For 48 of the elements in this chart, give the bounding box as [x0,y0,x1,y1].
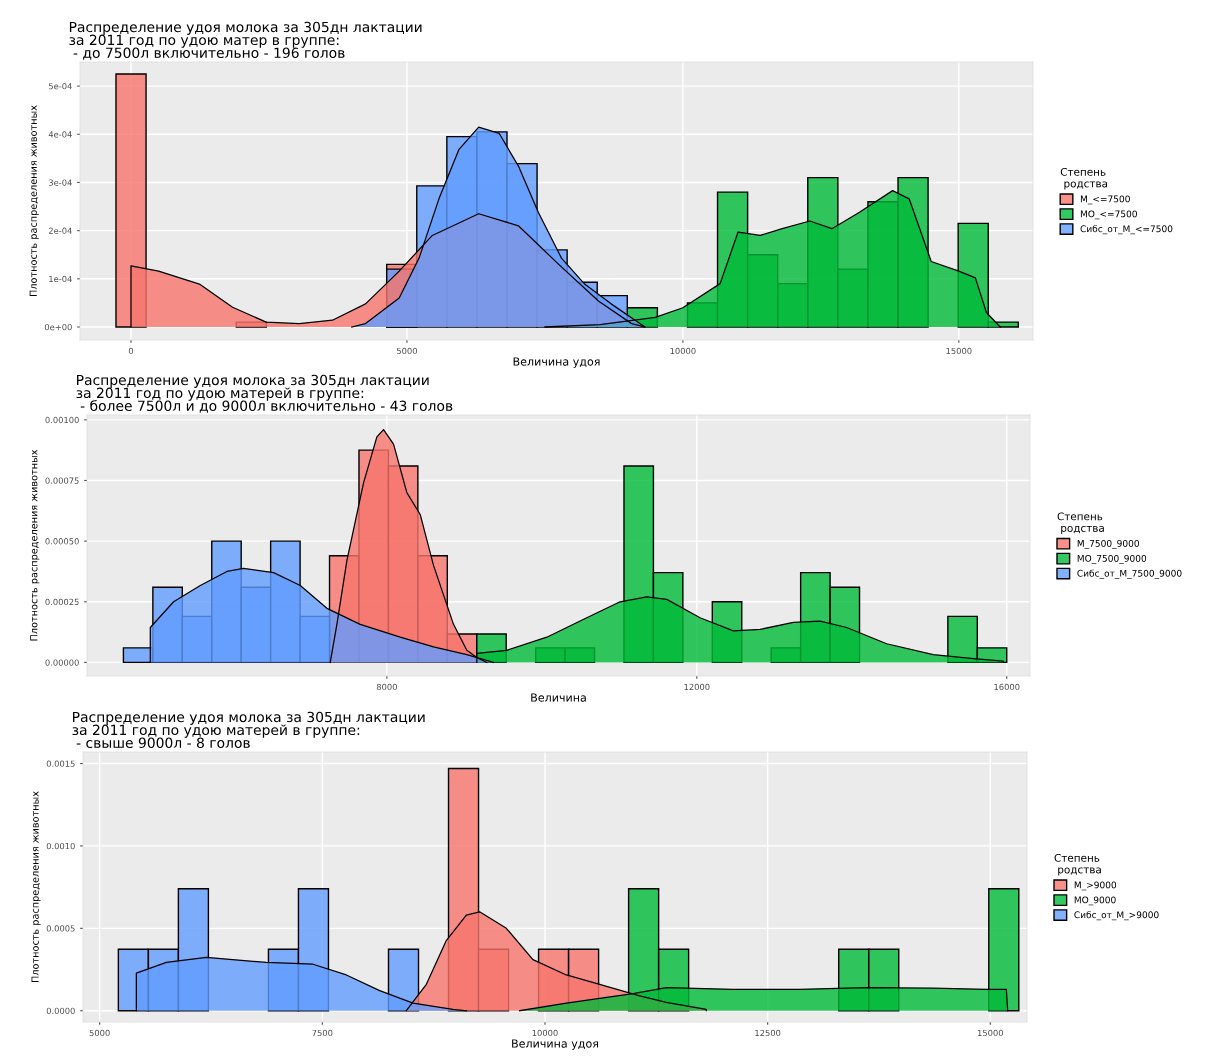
x-tick-label: 12500 [755,1029,781,1037]
x-tick-label: 15000 [977,1029,1004,1037]
y-tick-label: 0.0010 [46,842,75,850]
legend-label: М_7500_9000 [1077,539,1140,549]
x-tick-label: 15000 [946,347,972,355]
y-axis-title: Плотность распределения животных [30,449,40,641]
chart-title: Распределение удоя молока за 305дн лактации за 2011 год по удою матерей в группе: - более 7500л и до 9000л включительно - 43 голов [76,374,453,413]
y-axis-title: Плотность распределения животных [31,791,41,983]
y-tick-label: 3e-04 [48,179,72,186]
legend-title: Степень родства [1060,167,1108,190]
legend-label: МО_<=7500 [1080,210,1137,220]
y-tick-label: 0.00075 [45,477,79,484]
legend-label: М_<=7500 [1080,195,1130,205]
y-tick-label: 0.00025 [45,598,79,606]
chart-title: Распределение удоя молока за 305дн лактации за 2011 год по удою матер в группе: - до 7500л включительно - 196 голов [69,21,422,60]
chart-title: Распределение удоя молока за 305дн лактации за 2011 год по удою матерей в группе: - свыше 9000л - 8 голов [72,711,425,749]
y-tick-label: 1e-04 [49,275,72,283]
x-axis-title: Величина удоя [512,1039,599,1050]
legend-label: М_>9000 [1074,881,1117,891]
x-tick-label: 12000 [684,683,710,691]
y-tick-label: 5e-04 [48,83,72,90]
y-tick-label: 0.0015 [46,760,75,767]
x-tick-label: 10000 [532,1029,558,1037]
y-tick-label: 0.00100 [45,416,79,424]
legend-label: МО_9000 [1074,896,1116,906]
legend-title: Степень родства [1054,853,1101,876]
y-tick-label: 0.0005 [46,925,75,932]
x-tick-label: 10000 [670,347,696,355]
legend-label: МО_7500_9000 [1077,554,1147,564]
y-tick-label: 0.0000 [46,1007,75,1014]
x-tick-label: 0 [128,347,134,355]
legend-label: Сибс_от_М_>9000 [1074,911,1159,921]
x-tick-label: 5000 [396,347,417,355]
y-tick-label: 0e+00 [44,323,72,331]
y-tick-label: 4e-04 [48,131,72,138]
x-tick-label: 16000 [994,683,1020,691]
legend-label: Сибс_от_М_7500_9000 [1077,569,1182,579]
y-tick-label: 2e-04 [48,227,72,234]
x-tick-label: 5000 [89,1029,110,1037]
y-tick-label: 0.00050 [45,538,79,545]
x-axis-title: Величина удоя [513,357,600,368]
y-tick-label: 0.00000 [45,659,79,666]
legend-label: Сибс_от_М_<=7500 [1080,225,1173,235]
x-axis-title: Величина [531,693,586,702]
x-tick-label: 7500 [312,1029,333,1037]
x-tick-label: 8000 [376,683,397,691]
legend-title: Степень родства [1057,512,1104,534]
y-axis-title: Плотность распределения животных [29,105,39,297]
